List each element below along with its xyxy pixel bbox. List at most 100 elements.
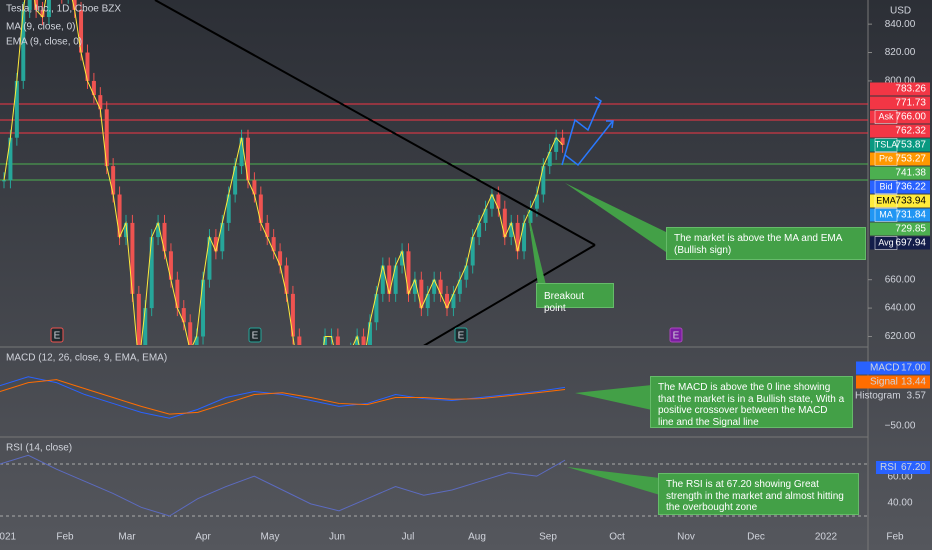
annotation: The MACD is above the 0 line showing tha… [650, 376, 853, 428]
callout-pointer [575, 385, 652, 410]
candle [470, 237, 475, 266]
candle [149, 237, 154, 309]
earnings-label: E [252, 331, 259, 342]
x-tick-label: 2021 [0, 532, 17, 543]
earnings-label: E [54, 331, 61, 342]
candle [457, 279, 462, 294]
indicator-tag [856, 361, 930, 375]
candle [489, 194, 494, 209]
candle [400, 251, 405, 266]
tag-value: 771.73 [895, 98, 926, 109]
candle [419, 279, 424, 309]
tag-name-bg [874, 180, 898, 194]
candle [168, 251, 173, 280]
tag-name-bg [874, 208, 898, 222]
tag-value: 741.38 [895, 168, 926, 179]
candle [201, 279, 206, 337]
price-tag [870, 96, 930, 110]
indicator-value: 67.20 [901, 462, 926, 473]
rsi-tick: 40.00 [887, 498, 912, 509]
ma-label: MA (9, close, 0) [6, 22, 75, 33]
callout-pointer [527, 208, 546, 285]
tag-name-bg [874, 152, 898, 166]
annotation: The RSI is at 67.20 showing Great streng… [658, 473, 859, 515]
indicator-value: 3.57 [907, 391, 927, 402]
x-tick-label: Aug [468, 532, 486, 543]
candle [72, 0, 77, 10]
x-tick-label: Sep [539, 532, 557, 543]
price-tag [870, 124, 930, 138]
tag-name: Avg [878, 237, 893, 247]
candle [278, 251, 283, 266]
x-tick-label: Mar [118, 532, 136, 543]
tag-name: Ask [878, 111, 894, 121]
indicator-name: Histogram [855, 391, 901, 402]
tag-value: 753.87 [895, 140, 926, 151]
y-tick-label: 640.00 [885, 303, 916, 314]
price-tag [870, 82, 930, 96]
candle [175, 279, 180, 309]
candle [477, 222, 482, 238]
earnings-marker [669, 327, 683, 343]
candle [14, 80, 19, 138]
candle [245, 137, 250, 181]
ema-line [3, 0, 563, 345]
candle [380, 265, 385, 294]
candle [374, 293, 379, 323]
candle [156, 222, 161, 238]
tag-value: 729.85 [895, 224, 926, 235]
tag-name-bg [874, 236, 898, 250]
indicator-tag [856, 375, 930, 389]
candle [560, 137, 565, 145]
candle [432, 279, 437, 294]
candle [438, 279, 443, 294]
x-tick-label: Feb [886, 532, 904, 543]
x-tick-label: Jul [402, 532, 415, 543]
candle [265, 222, 270, 238]
candle [181, 308, 186, 323]
x-tick-label: Nov [677, 532, 695, 543]
candle [355, 336, 360, 345]
candle [2, 180, 6, 182]
candle [464, 265, 469, 280]
y-tick-label: 820.00 [885, 47, 916, 58]
candle [258, 194, 263, 223]
tag-value: 766.00 [895, 112, 926, 123]
x-tick-label: Apr [195, 532, 211, 543]
candle [233, 166, 238, 195]
levels [0, 103, 868, 181]
candle [387, 265, 392, 294]
y-tick-label: 840.00 [885, 19, 916, 30]
indicator-name: MACD [870, 363, 899, 374]
candle [188, 322, 193, 345]
candle [40, 9, 45, 18]
candle [271, 237, 276, 252]
candle [297, 336, 302, 345]
callout-pointer [565, 183, 666, 252]
candle [483, 208, 488, 223]
triangle [154, 0, 596, 345]
price-tag [870, 166, 930, 180]
y-tick-label: 620.00 [885, 331, 916, 342]
candle [445, 293, 450, 309]
candle [226, 194, 231, 223]
candle [111, 166, 116, 195]
price-tag [870, 222, 930, 236]
x-tick-label: May [261, 532, 280, 543]
rsi-tick: 60.00 [887, 472, 912, 483]
candle [123, 222, 128, 238]
tag-name: Pre [879, 153, 893, 163]
rsi-line [0, 454, 566, 517]
indicator-name: Signal [870, 377, 898, 388]
candle [367, 322, 372, 345]
tag-name: MA [879, 209, 893, 219]
candle [213, 237, 218, 252]
candle [104, 109, 109, 167]
tag-value: 762.32 [895, 126, 926, 137]
x-tick-label: 2022 [815, 532, 838, 543]
candle [361, 336, 366, 345]
ema-label: EMA (9, close, 0) [6, 37, 82, 48]
candle [194, 336, 199, 345]
